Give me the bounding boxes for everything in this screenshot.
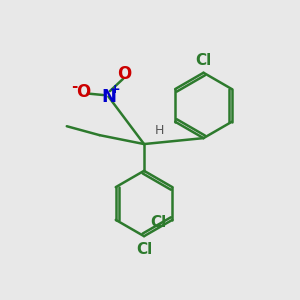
Text: Cl: Cl [195, 53, 212, 68]
Text: O: O [118, 65, 132, 83]
Text: +: + [110, 83, 120, 97]
Text: -: - [72, 79, 78, 94]
Text: O: O [76, 83, 90, 101]
Text: N: N [101, 88, 116, 106]
Text: Cl: Cl [150, 215, 167, 230]
Text: Cl: Cl [136, 242, 152, 256]
Text: H: H [154, 124, 164, 136]
